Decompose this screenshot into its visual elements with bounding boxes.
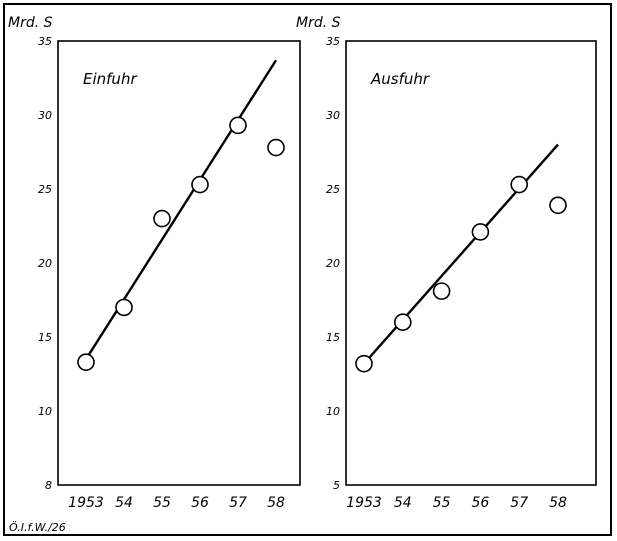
data-point-ausfuhr-1953 bbox=[355, 354, 373, 373]
x-tick-label-ausfuhr-54: 54 bbox=[394, 495, 412, 511]
y-tick-label-einfuhr-5: 8 bbox=[45, 479, 52, 492]
x-tick-label-ausfuhr-1953: 1953 bbox=[346, 495, 382, 511]
data-point-einfuhr-54 bbox=[115, 298, 133, 317]
y-tick-label-ausfuhr-30: 30 bbox=[326, 109, 340, 122]
chart-figure: Mrd. S 8 10 15 20 25 30 35 1953 54 55 56 57 58 Einfuhr… bbox=[3, 3, 612, 536]
y-tick-label-ausfuhr-15: 15 bbox=[326, 331, 340, 344]
source-credit: Ö.I.f.W./26 bbox=[9, 521, 66, 534]
y-tick-label-ausfuhr-20: 20 bbox=[326, 257, 340, 270]
y-tick-label-einfuhr-30: 30 bbox=[38, 109, 52, 122]
chart-svg: Mrd. S 8 10 15 20 25 30 35 1953 54 55 56 57 58 Einfuhr… bbox=[8, 15, 597, 534]
x-tick-label-ausfuhr-56: 56 bbox=[471, 495, 489, 511]
y-tick-label-ausfuhr-35: 35 bbox=[326, 35, 340, 48]
data-point-ausfuhr-58 bbox=[549, 196, 567, 215]
data-point-ausfuhr-54 bbox=[393, 313, 412, 332]
x-tick-label-ausfuhr-55: 55 bbox=[433, 495, 451, 511]
x-tick-label-einfuhr-57: 57 bbox=[229, 495, 247, 511]
data-point-einfuhr-1953 bbox=[77, 353, 95, 371]
x-tick-label-einfuhr-58: 58 bbox=[267, 495, 285, 511]
data-point-einfuhr-58 bbox=[267, 138, 285, 157]
y-axis-unit-label-einfuhr: Mrd. S bbox=[8, 15, 53, 31]
y-tick-label-einfuhr-10: 10 bbox=[38, 405, 52, 418]
x-tick-label-ausfuhr-57: 57 bbox=[510, 495, 528, 511]
x-tick-label-einfuhr-55: 55 bbox=[153, 495, 171, 511]
y-tick-label-einfuhr-15: 15 bbox=[38, 331, 52, 344]
series-label-einfuhr: Einfuhr bbox=[83, 70, 137, 88]
data-point-einfuhr-57 bbox=[229, 116, 247, 135]
y-tick-label-ausfuhr-10: 10 bbox=[326, 405, 340, 418]
plot-frame-einfuhr bbox=[57, 40, 301, 486]
y-tick-label-ausfuhr-25: 25 bbox=[326, 183, 340, 196]
series-label-ausfuhr: Ausfuhr bbox=[370, 70, 430, 88]
trend-line-einfuhr bbox=[84, 59, 278, 360]
data-point-ausfuhr-56 bbox=[471, 223, 490, 241]
x-tick-label-einfuhr-1953: 1953 bbox=[68, 495, 104, 511]
y-tick-label-einfuhr-25: 25 bbox=[38, 183, 52, 196]
x-tick-label-ausfuhr-58: 58 bbox=[549, 495, 567, 511]
x-tick-label-einfuhr-54: 54 bbox=[115, 495, 133, 511]
y-tick-label-ausfuhr-5: 5 bbox=[333, 479, 340, 492]
y-tick-label-einfuhr-20: 20 bbox=[38, 257, 52, 270]
data-point-ausfuhr-55 bbox=[432, 282, 451, 300]
data-point-einfuhr-55 bbox=[153, 209, 171, 228]
y-axis-unit-label-ausfuhr: Mrd. S bbox=[296, 15, 341, 31]
plot-frame-ausfuhr bbox=[345, 40, 597, 486]
data-point-ausfuhr-57 bbox=[510, 175, 529, 194]
x-tick-label-einfuhr-56: 56 bbox=[191, 495, 209, 511]
trend-line-ausfuhr bbox=[363, 143, 559, 365]
y-tick-label-einfuhr-35: 35 bbox=[38, 35, 52, 48]
data-point-einfuhr-56 bbox=[191, 175, 209, 194]
